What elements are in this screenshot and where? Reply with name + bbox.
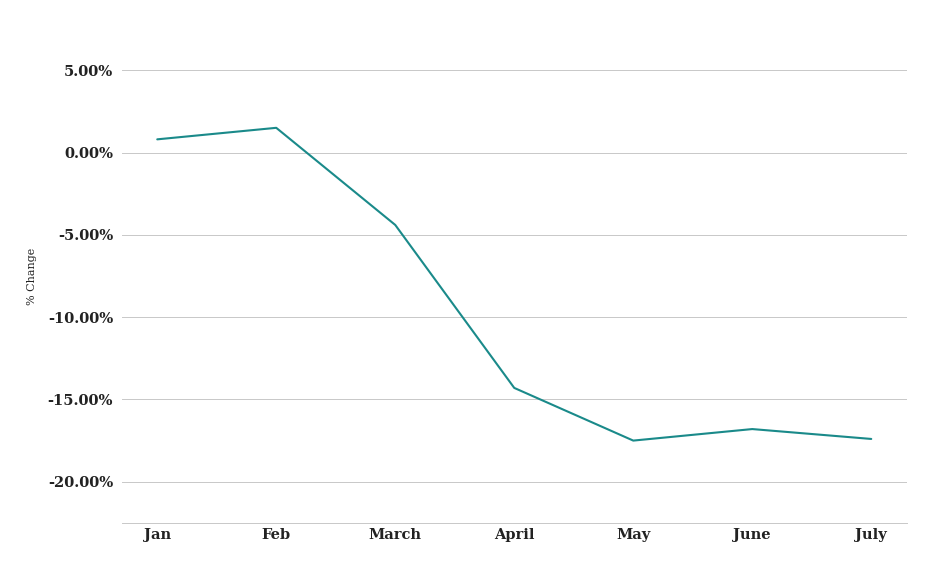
Y-axis label: % Change: % Change [26, 248, 36, 304]
